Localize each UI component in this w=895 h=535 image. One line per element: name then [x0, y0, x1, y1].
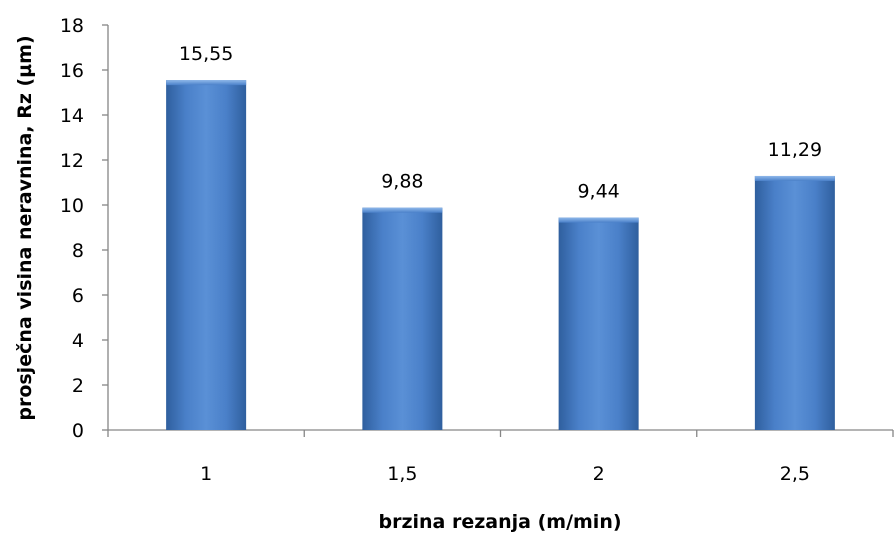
x-tick-label: 2: [593, 463, 605, 485]
data-labels: 15,55 9,88 9,44 11,29: [179, 43, 822, 202]
x-tick-label: 1: [200, 463, 212, 485]
x-axis: 1 1,5 2 2,5: [107, 429, 894, 485]
x-axis-title: brzina rezanja (m/min): [378, 511, 621, 533]
bar-top-highlight: [558, 217, 639, 223]
y-axis: 0 2 4 6 8 10 12 14 16 18: [60, 15, 109, 442]
y-tick-label: 8: [72, 240, 84, 262]
bar: [166, 80, 247, 430]
y-axis-title: prosječna visina neravnina, Rz (µm): [14, 35, 36, 420]
bar: [362, 207, 443, 430]
bars: [166, 80, 835, 430]
bar: [754, 175, 835, 430]
y-tick-label: 12: [60, 150, 84, 172]
y-tick-label: 2: [72, 375, 84, 397]
data-label: 15,55: [179, 43, 233, 65]
bar-top-highlight: [754, 175, 835, 181]
data-label: 11,29: [768, 139, 822, 161]
y-tick-label: 18: [60, 15, 84, 37]
y-tick-label: 16: [60, 60, 84, 82]
y-tick-label: 0: [72, 420, 84, 442]
y-tick-label: 6: [72, 285, 84, 307]
y-tick-label: 10: [60, 195, 84, 217]
data-label: 9,44: [577, 181, 619, 203]
y-tick-label: 4: [72, 330, 84, 352]
x-tick-label: 1,5: [387, 463, 417, 485]
data-label: 9,88: [381, 171, 423, 193]
bar: [558, 217, 639, 430]
bar-top-highlight: [362, 207, 443, 213]
x-tick-label: 2,5: [780, 463, 810, 485]
bar-top-highlight: [166, 80, 247, 86]
y-tick-label: 14: [60, 105, 84, 127]
